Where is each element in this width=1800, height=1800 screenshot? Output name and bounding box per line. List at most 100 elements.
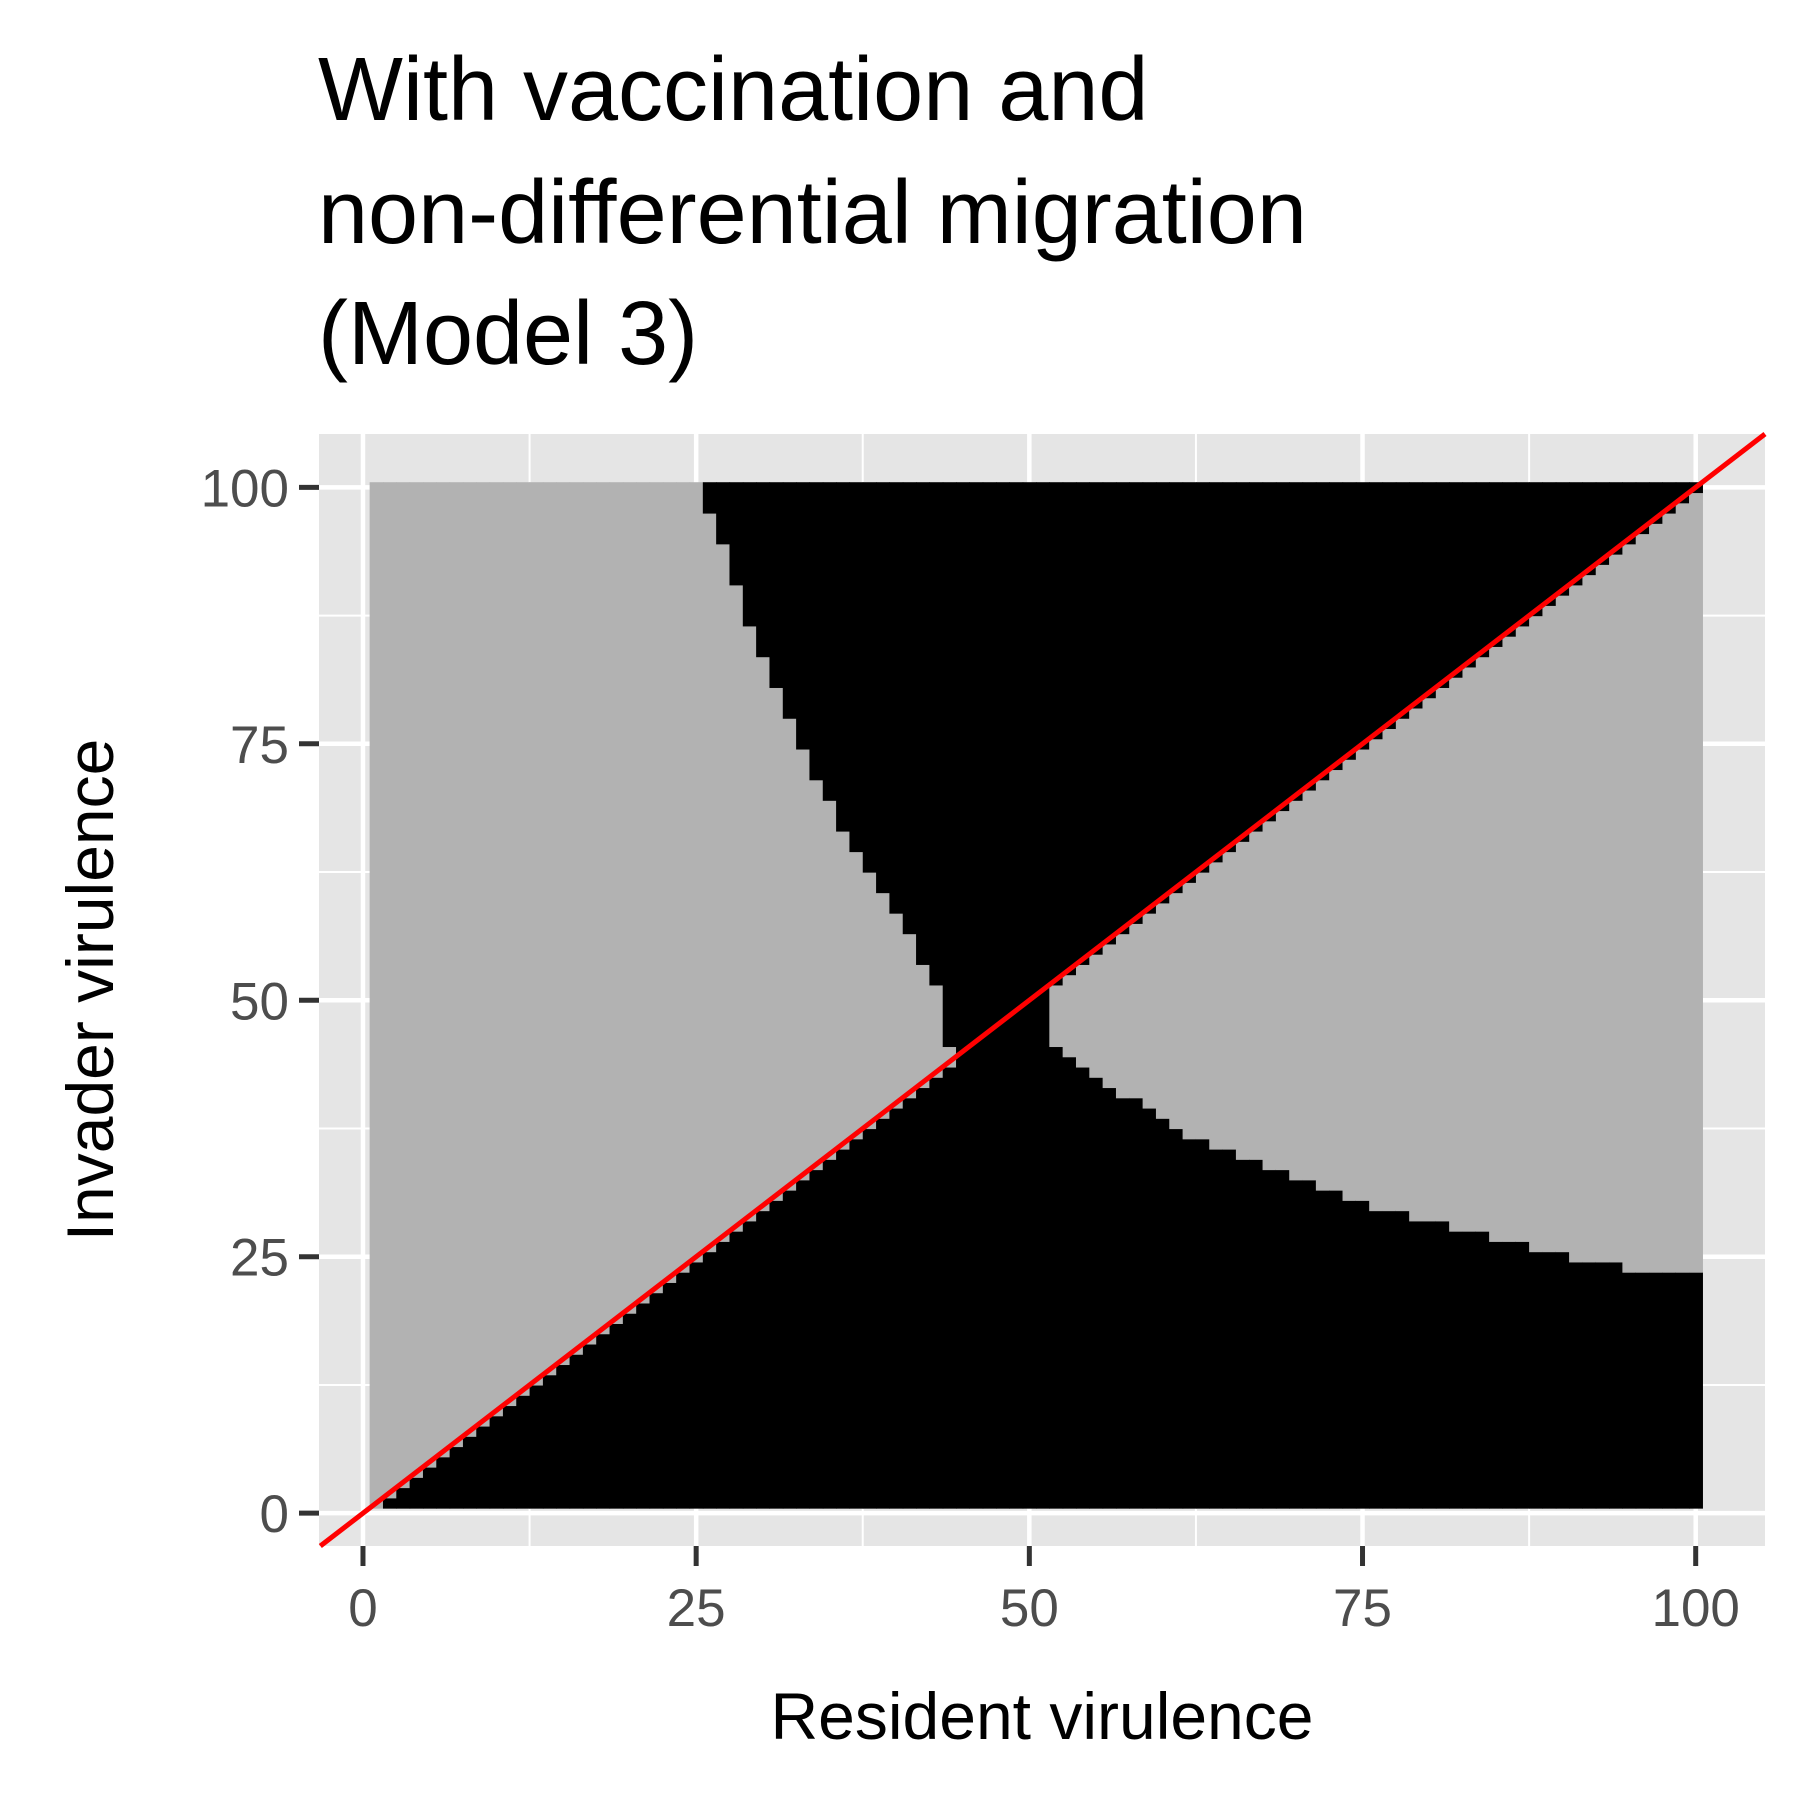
cell-invasion-possible <box>1342 482 1357 760</box>
cell-invasion-not-possible <box>462 482 477 1437</box>
cell-invasion-possible <box>1036 482 1050 1509</box>
cell-invasion-possible <box>396 1487 411 1509</box>
cell-invasion-not-possible <box>1329 769 1344 1191</box>
heatmap-cells <box>369 482 1703 1509</box>
x-tick-label: 75 <box>1333 1579 1392 1638</box>
cell-invasion-possible <box>702 1251 717 1509</box>
cell-invasion-not-possible <box>1115 933 1130 1099</box>
cell-invasion-possible <box>1302 1179 1317 1509</box>
x-tick-label: 0 <box>348 1579 377 1638</box>
cell-invasion-not-possible <box>689 482 704 1263</box>
cell-invasion-possible <box>1542 1251 1557 1509</box>
y-tick-label: 0 <box>260 1485 289 1544</box>
cell-invasion-possible <box>1249 1159 1264 1509</box>
cell-invasion-possible <box>809 1169 824 1509</box>
chart-title-line-3: (Model 3) <box>318 284 698 384</box>
cell-invasion-possible <box>1475 482 1490 658</box>
cell-invasion-not-possible <box>596 482 611 1335</box>
cell-invasion-not-possible <box>649 482 664 1294</box>
cell-invasion-possible <box>1582 482 1597 576</box>
cell-invasion-possible <box>1049 1046 1064 1509</box>
y-tick-label: 100 <box>201 459 289 518</box>
cell-invasion-not-possible <box>1635 533 1650 1273</box>
cell-invasion-not-possible <box>582 482 597 1345</box>
cell-invasion-possible <box>1569 1261 1584 1509</box>
cell-invasion-possible <box>1262 1169 1277 1509</box>
cell-invasion-possible <box>702 482 717 514</box>
cell-invasion-not-possible <box>489 482 504 1417</box>
cell-invasion-possible <box>1462 482 1477 668</box>
cell-invasion-not-possible <box>1515 625 1530 1242</box>
cell-invasion-not-possible <box>1075 964 1090 1068</box>
cell-invasion-possible <box>1275 1169 1290 1509</box>
cell-invasion-possible <box>916 482 930 965</box>
cell-invasion-possible <box>1555 1251 1570 1509</box>
cell-invasion-possible <box>449 1446 464 1509</box>
cell-invasion-possible <box>929 1077 944 1509</box>
cell-invasion-not-possible <box>1195 872 1210 1140</box>
cell-invasion-possible <box>516 1395 531 1509</box>
cell-invasion-possible <box>889 1107 904 1509</box>
cell-invasion-possible <box>1502 482 1517 637</box>
cell-invasion-not-possible <box>502 482 517 1407</box>
cell-invasion-not-possible <box>889 913 904 1109</box>
cell-invasion-possible <box>1609 482 1623 555</box>
cell-invasion-possible <box>1075 482 1090 965</box>
cell-invasion-possible <box>1102 482 1117 945</box>
cell-invasion-possible <box>1315 1190 1330 1509</box>
cell-invasion-possible <box>1515 482 1530 627</box>
cell-invasion-possible <box>1529 482 1544 617</box>
cell-invasion-possible <box>876 1118 891 1509</box>
cell-invasion-not-possible <box>796 748 811 1181</box>
cell-invasion-not-possible <box>476 482 491 1427</box>
cell-invasion-not-possible <box>742 625 757 1222</box>
cell-invasion-possible <box>956 482 970 1509</box>
cell-invasion-not-possible <box>1462 666 1477 1232</box>
cell-invasion-possible <box>409 1477 424 1509</box>
chart-title: With vaccination and non-differential mi… <box>318 40 1307 384</box>
y-tick-label: 50 <box>230 972 289 1031</box>
cell-invasion-possible <box>1595 482 1610 565</box>
cell-invasion-possible <box>1569 482 1584 586</box>
cell-invasion-possible <box>1462 1231 1477 1509</box>
x-tick-label: 25 <box>667 1579 726 1638</box>
cell-invasion-possible <box>622 1313 637 1509</box>
cell-invasion-possible <box>1049 482 1064 986</box>
cell-invasion-possible <box>1329 482 1344 771</box>
cell-invasion-possible <box>1182 482 1197 883</box>
cell-invasion-possible <box>862 482 877 873</box>
cell-invasion-possible <box>1289 482 1304 801</box>
cell-invasion-possible <box>1369 482 1384 740</box>
cell-invasion-not-possible <box>1222 851 1237 1150</box>
cell-invasion-not-possible <box>542 482 557 1376</box>
cell-invasion-not-possible <box>1489 646 1504 1242</box>
cell-invasion-possible <box>676 1272 691 1509</box>
cell-invasion-possible <box>1075 1066 1090 1509</box>
cell-invasion-not-possible <box>1409 707 1424 1222</box>
cell-invasion-possible <box>1209 1149 1224 1509</box>
cell-invasion-possible <box>729 1231 744 1509</box>
cell-invasion-not-possible <box>902 933 917 1099</box>
cell-invasion-possible <box>756 482 771 658</box>
x-tick-label: 100 <box>1651 1579 1739 1638</box>
cell-invasion-possible <box>796 482 811 750</box>
cell-invasion-possible <box>1382 482 1397 730</box>
cell-invasion-possible <box>1142 1107 1157 1509</box>
cell-invasion-not-possible <box>916 964 930 1089</box>
cell-invasion-possible <box>1289 1179 1304 1509</box>
cell-invasion-not-possible <box>1262 820 1277 1171</box>
cell-invasion-possible <box>876 482 891 894</box>
cell-invasion-not-possible <box>1555 595 1570 1253</box>
cell-invasion-possible <box>1515 1241 1530 1509</box>
cell-invasion-not-possible <box>716 543 731 1242</box>
cell-invasion-not-possible <box>1369 738 1384 1212</box>
cell-invasion-possible <box>582 1343 597 1509</box>
cell-invasion-not-possible <box>382 482 397 1499</box>
cell-invasion-possible <box>1662 1272 1677 1509</box>
cell-invasion-not-possible <box>782 718 797 1191</box>
cell-invasion-possible <box>942 1066 957 1509</box>
cell-invasion-possible <box>902 482 917 935</box>
cell-invasion-possible <box>1382 1210 1397 1509</box>
cell-invasion-not-possible <box>702 512 717 1253</box>
